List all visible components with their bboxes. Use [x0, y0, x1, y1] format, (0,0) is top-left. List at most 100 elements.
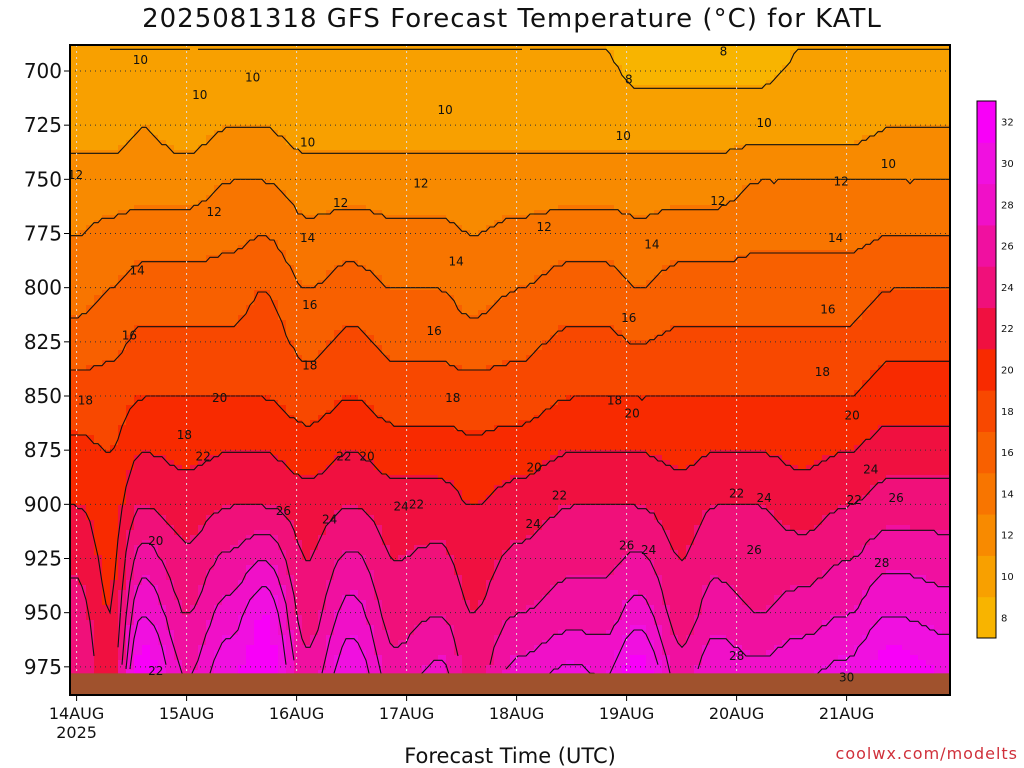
heat-cell — [238, 455, 247, 461]
heat-cell — [102, 605, 111, 611]
heat-cell — [302, 575, 311, 581]
heat-cell — [326, 175, 335, 181]
heat-cell — [262, 45, 271, 51]
heat-cell — [206, 175, 215, 181]
heat-cell — [70, 280, 79, 286]
heat-cell — [342, 625, 351, 631]
heat-cell — [366, 330, 375, 336]
heat-cell — [94, 410, 103, 416]
heat-cell — [198, 560, 207, 566]
heat-cell — [286, 595, 295, 601]
heat-cell — [94, 195, 103, 201]
heat-cell — [150, 445, 159, 451]
heat-cell — [246, 500, 255, 506]
heat-cell — [126, 555, 135, 561]
heat-cell — [310, 260, 319, 266]
heat-cell — [230, 240, 239, 246]
heat-cell — [150, 80, 159, 86]
heat-cell — [158, 55, 167, 61]
heat-cell — [134, 75, 143, 81]
heat-cell — [126, 500, 135, 506]
heat-cell — [334, 605, 343, 611]
heat-cell — [262, 370, 271, 376]
heat-cell — [214, 645, 223, 651]
heat-cell — [334, 360, 343, 366]
heat-cell — [78, 650, 87, 656]
heat-cell — [70, 170, 79, 176]
heat-cell — [102, 220, 111, 226]
heat-cell — [262, 545, 271, 551]
heat-cell — [86, 410, 95, 416]
heat-cell — [278, 375, 287, 381]
heat-cell — [70, 85, 79, 91]
heat-cell — [254, 455, 263, 461]
heat-cell — [206, 615, 215, 621]
heat-cell — [326, 670, 335, 676]
heat-cell — [126, 45, 135, 51]
heat-cell — [118, 560, 127, 566]
heat-cell — [166, 365, 175, 371]
heat-cell — [366, 395, 375, 401]
temperature-field — [70, 45, 950, 695]
heat-cell — [118, 570, 127, 576]
heat-cell — [86, 500, 95, 506]
heat-cell — [278, 380, 287, 386]
heat-cell — [94, 115, 103, 121]
heat-cell — [102, 100, 111, 106]
heat-cell — [110, 195, 119, 201]
heat-cell — [102, 560, 111, 566]
heat-cell — [230, 380, 239, 386]
heat-cell — [238, 475, 247, 481]
heat-cell — [110, 530, 119, 536]
heat-cell — [350, 415, 359, 421]
heat-cell — [206, 505, 215, 511]
heat-cell — [278, 595, 287, 601]
heat-cell — [182, 520, 191, 526]
heat-cell — [102, 620, 111, 626]
heat-cell — [222, 645, 231, 651]
heat-cell — [134, 270, 143, 276]
heat-cell — [374, 315, 383, 321]
heat-cell — [166, 65, 175, 71]
heat-cell — [254, 620, 263, 626]
heat-cell — [318, 265, 327, 271]
heat-cell — [70, 390, 79, 396]
heat-cell — [86, 65, 95, 71]
heat-cell — [118, 285, 127, 291]
heat-cell — [166, 70, 175, 76]
heat-cell — [278, 235, 287, 241]
heat-cell — [310, 200, 319, 206]
heat-cell — [350, 255, 359, 261]
heat-cell — [342, 80, 351, 86]
heat-cell — [294, 130, 303, 136]
heat-cell — [86, 170, 95, 176]
heat-cell — [286, 395, 295, 401]
heat-cell — [94, 155, 103, 161]
heat-cell — [150, 45, 159, 51]
heat-cell — [342, 310, 351, 316]
heat-cell — [78, 425, 87, 431]
heat-cell — [334, 330, 343, 336]
heat-cell — [174, 390, 183, 396]
heat-cell — [222, 190, 231, 196]
heat-cell — [262, 365, 271, 371]
heat-cell — [150, 525, 159, 531]
heat-cell — [342, 55, 351, 61]
heat-cell — [86, 180, 95, 186]
heat-cell — [358, 225, 367, 231]
heat-cell — [198, 220, 207, 226]
heat-cell — [214, 520, 223, 526]
heat-cell — [262, 140, 271, 146]
heat-cell — [286, 435, 295, 441]
heat-cell — [94, 445, 103, 451]
heat-cell — [238, 525, 247, 531]
heat-cell — [214, 585, 223, 591]
heat-cell — [358, 255, 367, 261]
heat-cell — [246, 50, 255, 56]
heat-cell — [366, 210, 375, 216]
heat-cell — [262, 620, 271, 626]
heat-cell — [254, 155, 263, 161]
heat-cell — [166, 50, 175, 56]
heat-cell — [326, 260, 335, 266]
heat-cell — [230, 305, 239, 311]
